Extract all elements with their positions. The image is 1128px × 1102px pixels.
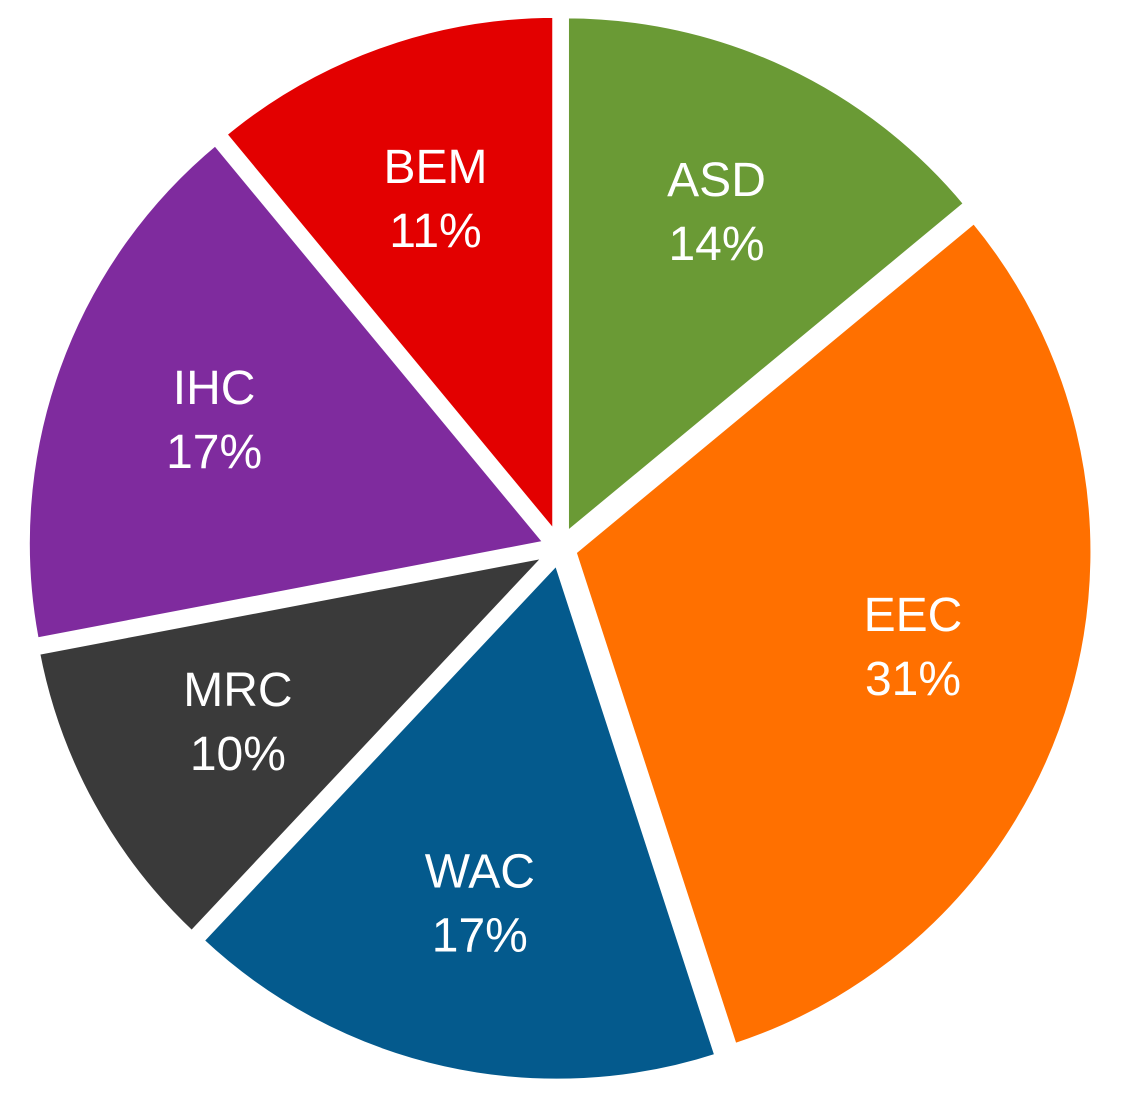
slice-value-label: 11% <box>389 205 482 258</box>
pie-slice <box>219 11 559 544</box>
slice-value-label: 10% <box>190 728 286 781</box>
slice-value-label: 17% <box>166 426 262 479</box>
slice-label: EEC <box>864 589 963 642</box>
slice-label: BEM <box>383 141 487 194</box>
pie-slice <box>569 216 1097 1051</box>
slice-label: MRC <box>183 664 292 717</box>
slice-label: WAC <box>425 845 535 898</box>
pie-slice <box>33 550 557 939</box>
slice-label: ASD <box>667 154 766 207</box>
pie-slice <box>23 138 553 645</box>
pie-slice <box>196 555 722 1085</box>
slice-value-label: 14% <box>668 218 764 271</box>
pie-slice <box>562 12 971 542</box>
slice-label: IHC <box>173 362 256 415</box>
slice-value-label: 31% <box>865 653 961 706</box>
slice-value-label: 17% <box>432 909 528 962</box>
